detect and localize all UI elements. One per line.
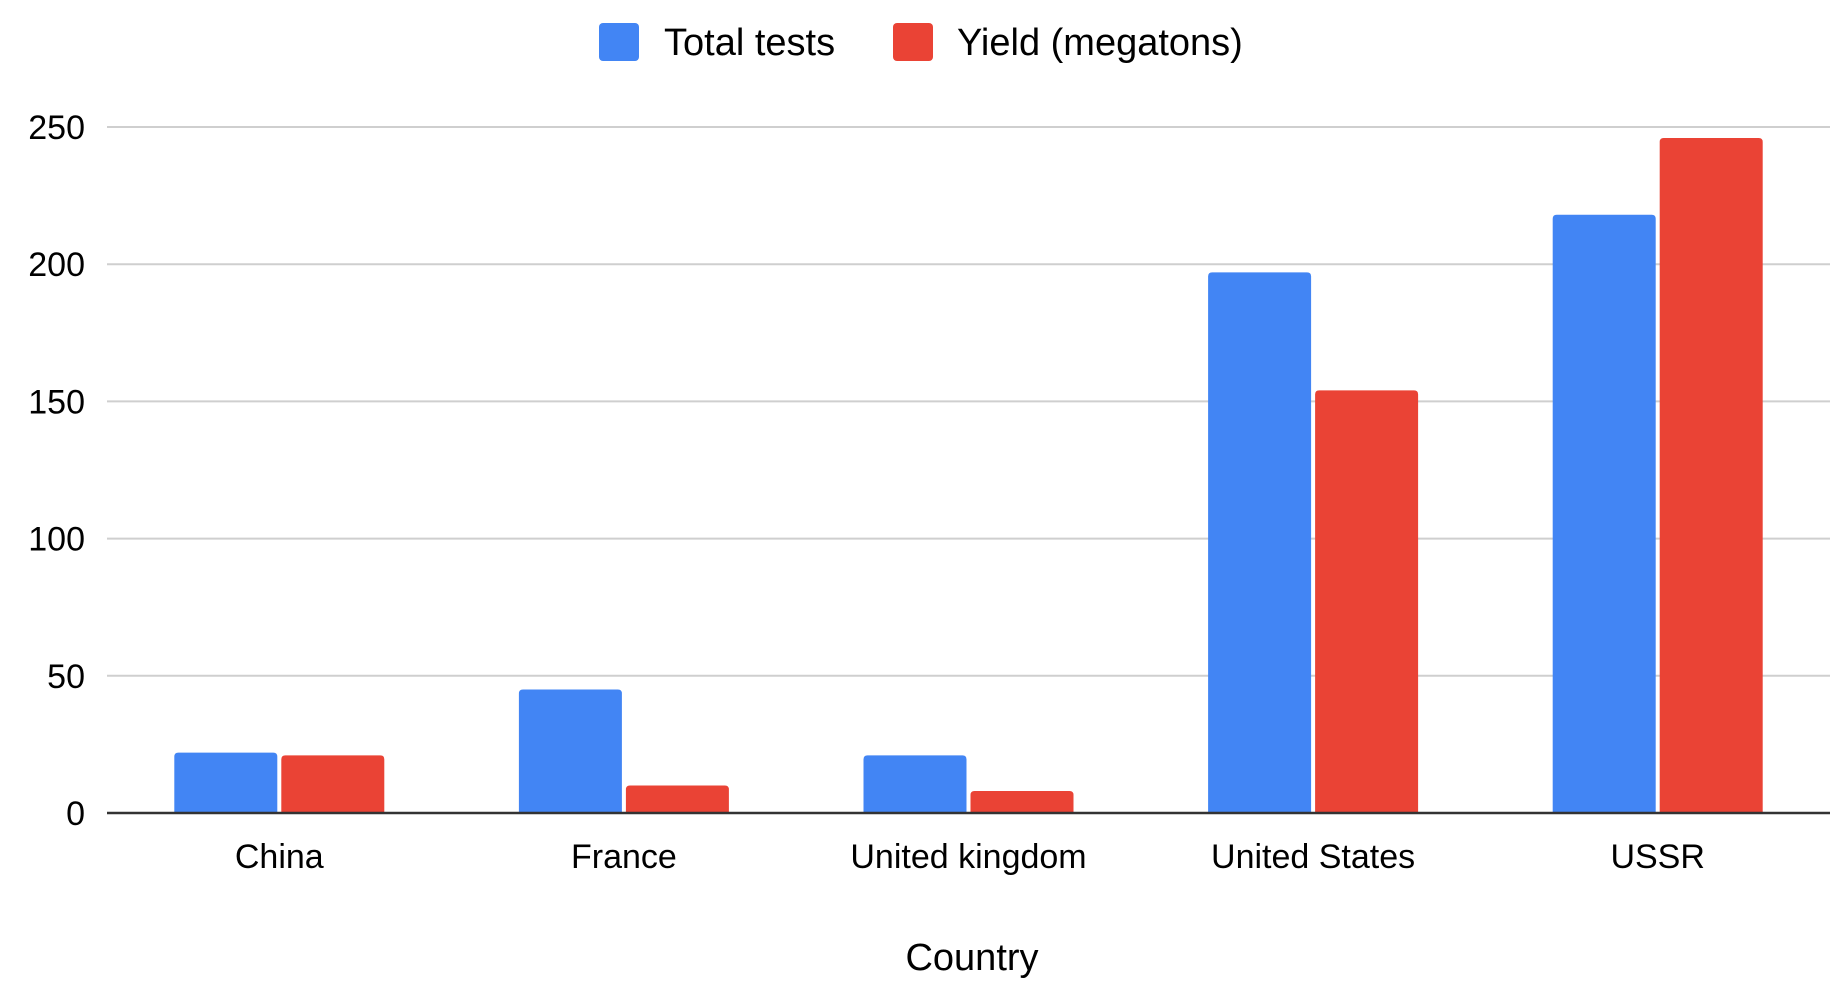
y-tick-label: 150 bbox=[28, 383, 85, 421]
x-axis-title: Country bbox=[905, 937, 1038, 979]
y-tick-label: 0 bbox=[66, 795, 85, 833]
x-tick-label: France bbox=[571, 838, 677, 876]
bars bbox=[174, 137, 1763, 814]
y-tick-label: 50 bbox=[47, 658, 85, 696]
axes: 0 50 100 150 200 250 China France United kingdom… bbox=[28, 109, 1830, 876]
legend-swatch bbox=[893, 23, 933, 61]
y-tick-label: 250 bbox=[28, 109, 85, 147]
bar-yield-megatons-china bbox=[281, 755, 385, 813]
x-tick-label: United kingdom bbox=[850, 838, 1086, 876]
legend-label: Total tests bbox=[664, 22, 835, 64]
legend: Total tests Yield (megatons) bbox=[599, 22, 1243, 64]
bar-yield-megatons-france bbox=[625, 785, 729, 813]
y-tick-label: 200 bbox=[28, 246, 85, 284]
bar-total-tests-china bbox=[174, 752, 278, 813]
bar-yield-megatons-united-kingdom bbox=[970, 791, 1074, 813]
x-tick-label: China bbox=[235, 838, 324, 876]
gridlines bbox=[107, 126, 1830, 677]
x-tick-label: USSR bbox=[1610, 838, 1704, 876]
bar-yield-megatons-united-states bbox=[1315, 390, 1419, 813]
bar-yield-megatons-ussr bbox=[1659, 137, 1763, 813]
bar-total-tests-united-states bbox=[1208, 272, 1312, 813]
y-tick-label: 100 bbox=[28, 521, 85, 559]
x-tick-label: United States bbox=[1211, 838, 1415, 876]
legend-swatch bbox=[599, 23, 639, 61]
bar-total-tests-united-kingdom bbox=[863, 755, 967, 813]
bar-total-tests-ussr bbox=[1552, 214, 1656, 814]
bar-total-tests-france bbox=[518, 689, 622, 813]
legend-label: Yield (megatons) bbox=[957, 22, 1243, 64]
